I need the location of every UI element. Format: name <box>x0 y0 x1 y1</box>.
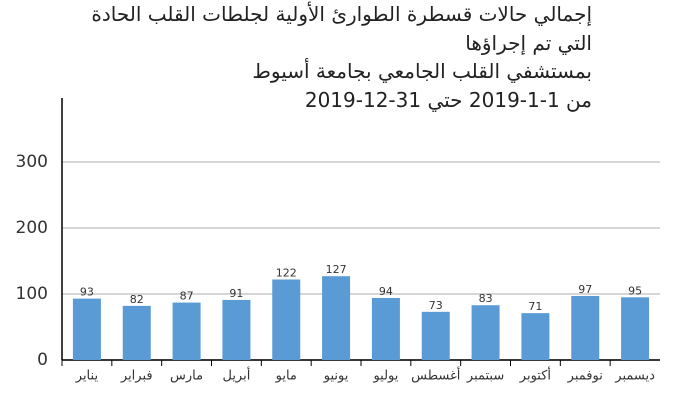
title-line: من 1-1-2019 حتي 31-12-2019 <box>304 87 592 112</box>
bar <box>172 302 201 360</box>
bar <box>322 276 351 360</box>
x-tick-label: أكتوبر <box>519 367 551 384</box>
x-tick-label: أبريل <box>222 367 250 384</box>
data-label: 94 <box>379 285 393 298</box>
title-line: التي تم إجراؤها <box>465 30 592 55</box>
data-label: 73 <box>429 299 443 312</box>
x-tick-label: فبراير <box>120 369 153 384</box>
bar <box>72 298 101 360</box>
x-tick-label: أغسطس <box>411 367 460 384</box>
data-label: 97 <box>578 283 592 296</box>
data-label: 82 <box>130 293 144 306</box>
data-label: 122 <box>276 266 297 279</box>
chart-title: إجمالي حالات قسطرة الطوارئ الأولية لجلطا… <box>0 0 592 114</box>
bar <box>521 313 550 360</box>
data-label: 127 <box>326 263 347 276</box>
data-label: 95 <box>628 284 642 297</box>
x-tick-label: سبتمبر <box>466 369 504 384</box>
x-tick-label: مايو <box>275 369 297 384</box>
bar <box>222 299 251 360</box>
y-tick-label: 300 <box>16 152 48 172</box>
x-tick-label: يناير <box>75 369 99 384</box>
title-line: إجمالي حالات قسطرة الطوارئ الأولية لجلطا… <box>91 2 592 26</box>
x-tick-label: نوفمبر <box>567 369 603 384</box>
title-line: بمستشفي القلب الجامعي بجامعة أسيوط <box>252 59 592 83</box>
x-tick-label: يونيو <box>323 369 349 384</box>
bar <box>272 279 301 360</box>
data-label: 93 <box>80 286 94 299</box>
x-tick-label: يوليو <box>372 369 398 384</box>
data-label: 91 <box>229 287 243 300</box>
bar <box>571 295 600 360</box>
y-tick-label: 200 <box>16 218 48 238</box>
y-tick-label: 0 <box>37 350 48 370</box>
bar <box>471 305 500 360</box>
y-tick-label: 100 <box>16 284 48 304</box>
data-label: 71 <box>528 300 542 313</box>
bar <box>621 297 650 360</box>
x-tick-label: ديسمبر <box>614 369 655 384</box>
data-label: 87 <box>180 290 194 303</box>
bar <box>122 305 151 360</box>
x-tick-label: مارس <box>170 369 203 384</box>
bar <box>421 311 450 360</box>
bar <box>371 297 400 360</box>
data-label: 83 <box>479 292 493 305</box>
